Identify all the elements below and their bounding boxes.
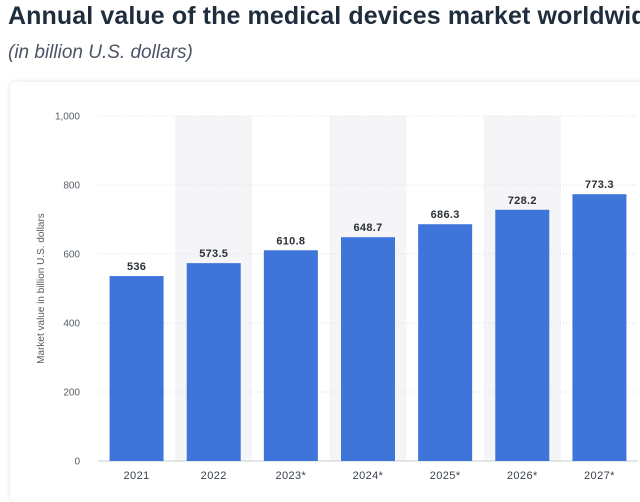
- chart-title: Annual value of the medical devices mark…: [8, 2, 640, 30]
- chart-subtitle: (in billion U.S. dollars): [8, 42, 193, 63]
- data-label: 648.7: [353, 222, 382, 234]
- data-label: 610.8: [276, 235, 305, 247]
- x-tick-label: 2022: [201, 470, 227, 482]
- data-label: 728.2: [508, 195, 537, 207]
- bar: [572, 194, 627, 462]
- data-label: 773.3: [585, 179, 614, 191]
- bar: [495, 209, 550, 461]
- x-tick-label: 2024*: [353, 470, 384, 482]
- x-axis-ticks: 2021 2022 2023* 2024* 2025* 2026* 2027*: [124, 470, 615, 482]
- bars: [109, 194, 627, 462]
- bar: [186, 263, 241, 461]
- bar: [109, 276, 164, 461]
- chart-card: 536 573.5 610.8 648.7 686.3 728.2 773.3 2021 20…: [10, 82, 640, 502]
- bar: [341, 237, 395, 461]
- y-tick-label: 400: [63, 319, 80, 330]
- x-tick-label: 2027*: [584, 470, 615, 482]
- bar: [263, 250, 318, 461]
- y-axis-ticks: 0 200 400 600 800 1,000: [55, 112, 80, 468]
- y-tick-label: 600: [63, 250, 80, 261]
- y-tick-label: 200: [63, 388, 80, 399]
- y-tick-label: 1,000: [55, 112, 80, 123]
- data-label: 686.3: [431, 209, 460, 221]
- x-tick-label: 2026*: [507, 470, 538, 482]
- data-label: 573.5: [199, 248, 228, 260]
- x-tick-label: 2021: [124, 470, 150, 482]
- y-tick-label: 0: [74, 457, 80, 468]
- y-axis-label: Market value in billion U.S. dollars: [36, 213, 47, 364]
- y-tick-label: 800: [63, 181, 80, 192]
- data-label: 536: [127, 261, 146, 273]
- x-tick-label: 2025*: [430, 470, 461, 482]
- data-labels: 536 573.5 610.8 648.7 686.3 728.2 773.3: [127, 179, 614, 273]
- x-tick-label: 2023*: [275, 470, 306, 482]
- bar: [418, 224, 473, 461]
